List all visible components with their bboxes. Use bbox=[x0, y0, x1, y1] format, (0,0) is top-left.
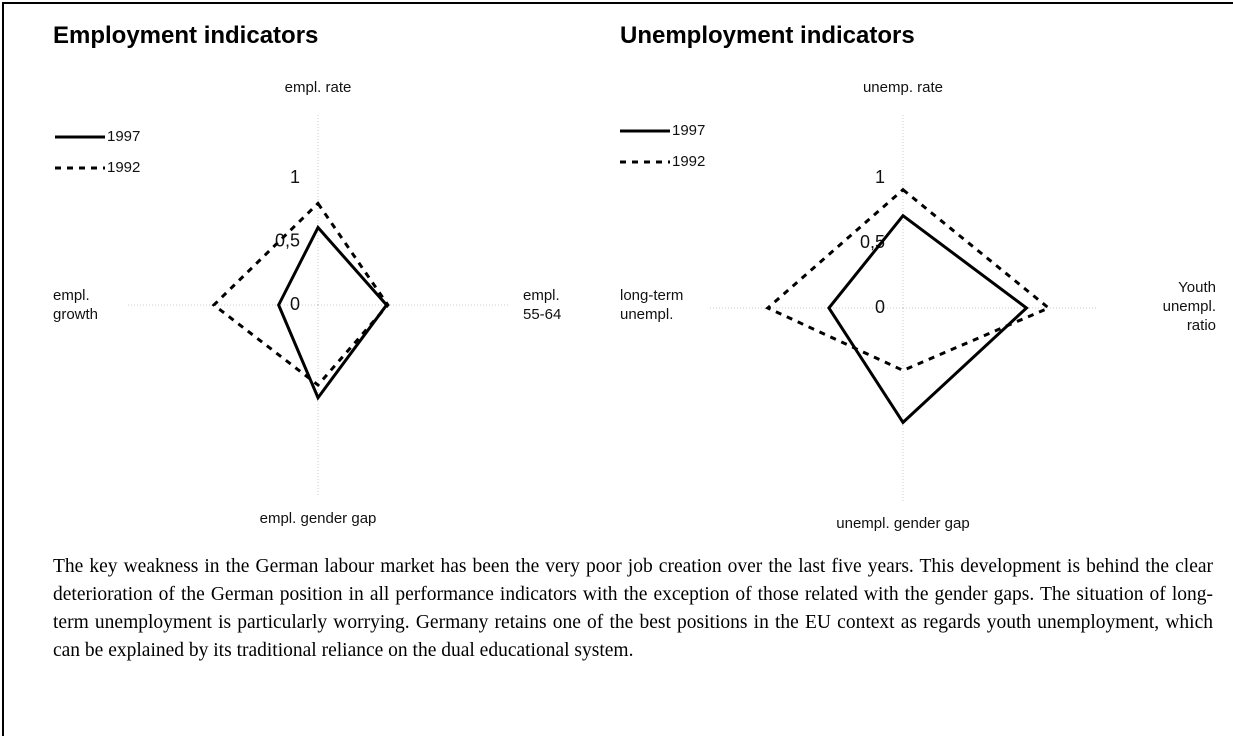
axis-label: empl. 55-64 bbox=[523, 287, 562, 323]
series-line bbox=[765, 187, 1052, 373]
legend-label: 1997 bbox=[672, 122, 705, 139]
legend-label: 1997 bbox=[107, 128, 140, 145]
series-line bbox=[827, 213, 1029, 425]
legend-label: 1992 bbox=[107, 159, 140, 176]
r-tick-label: 0 bbox=[875, 297, 885, 317]
axis-label: empl. rate bbox=[284, 79, 352, 96]
axis-label: empl. growth bbox=[53, 287, 99, 323]
axis-label: unempl. gender gap bbox=[836, 515, 970, 532]
legend-label: 1992 bbox=[672, 153, 705, 170]
r-tick-label: 0,5 bbox=[275, 230, 300, 250]
r-tick-label: 1 bbox=[875, 167, 885, 187]
axis-label: unemp. rate bbox=[862, 79, 944, 96]
r-tick-label: 1 bbox=[290, 167, 300, 187]
series-line bbox=[276, 224, 389, 401]
paragraph: The key weakness in the German labour ma… bbox=[53, 556, 1213, 661]
series-line bbox=[211, 201, 390, 388]
axis-label: Youth unempl. ratio bbox=[1162, 279, 1216, 334]
r-tick-label: 0 bbox=[290, 294, 300, 314]
axis-label: empl. gender gap bbox=[259, 510, 377, 527]
axis-label: long-term unempl. bbox=[620, 287, 684, 323]
chart-title: Unemployment indicators bbox=[620, 22, 915, 49]
chart-title: Employment indicators bbox=[53, 22, 319, 49]
